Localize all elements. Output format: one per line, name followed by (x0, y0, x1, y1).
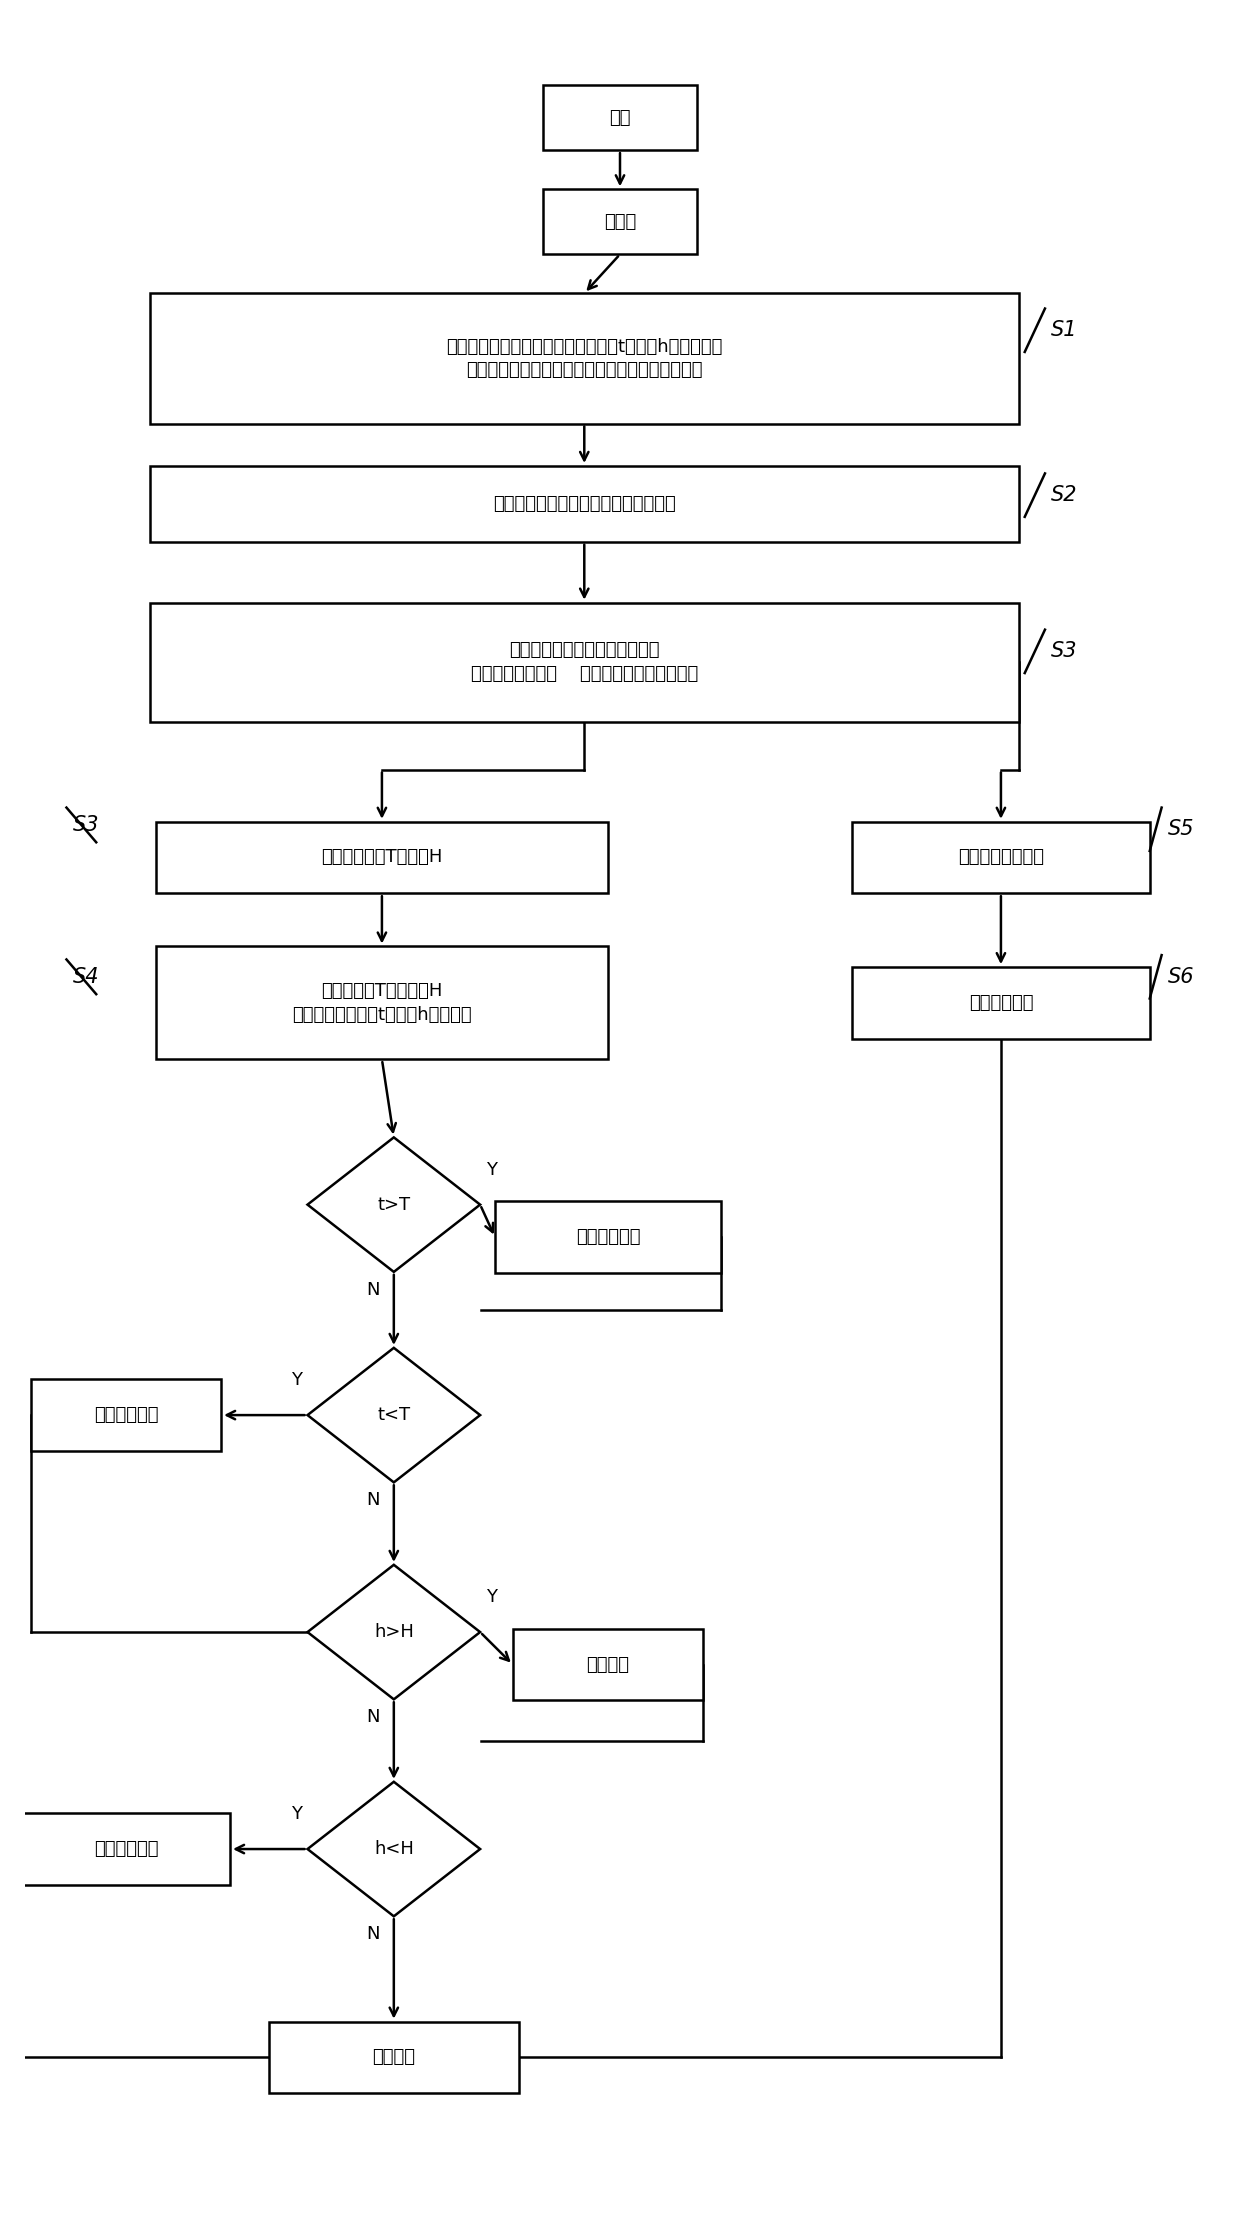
FancyBboxPatch shape (150, 602, 1019, 722)
Text: N: N (366, 1924, 379, 1944)
Text: 控制结束: 控制结束 (372, 2048, 415, 2066)
Text: h<H: h<H (374, 1840, 414, 1858)
Text: t<T: t<T (377, 1406, 410, 1424)
FancyBboxPatch shape (513, 1630, 703, 1700)
Text: 云端数据与图像识别信息相比较
确定最优人群对象    人群对象的位置数据信息: 云端数据与图像识别信息相比较 确定最优人群对象 人群对象的位置数据信息 (471, 642, 698, 682)
Text: 将最适温度T和和湿度H
与室内环境的温度t和湿度h进行判断: 将最适温度T和和湿度H 与室内环境的温度t和湿度h进行判断 (293, 983, 471, 1023)
Text: S3: S3 (1052, 642, 1078, 662)
Text: 确定最适温度T和湿度H: 确定最适温度T和湿度H (321, 848, 443, 866)
Text: 喷雾加湿调节: 喷雾加湿调节 (94, 1840, 159, 1858)
Text: S2: S2 (1052, 485, 1078, 505)
Text: Y: Y (486, 1160, 497, 1178)
Text: t>T: t>T (377, 1196, 410, 1213)
Text: 初始化: 初始化 (604, 213, 636, 230)
Polygon shape (308, 1348, 480, 1483)
Text: Y: Y (486, 1587, 497, 1605)
Text: 加热升温调节: 加热升温调节 (94, 1406, 159, 1424)
FancyBboxPatch shape (156, 945, 608, 1058)
Text: S1: S1 (1052, 321, 1078, 341)
Text: Y: Y (290, 1370, 301, 1388)
FancyBboxPatch shape (543, 84, 697, 151)
FancyBboxPatch shape (269, 2021, 518, 2092)
Text: 风速降温调节: 风速降温调节 (575, 1229, 640, 1246)
Text: N: N (366, 1490, 379, 1510)
Text: S5: S5 (1168, 819, 1194, 839)
Text: N: N (366, 1707, 379, 1727)
FancyBboxPatch shape (495, 1202, 722, 1273)
Text: 抜湿调节: 抜湿调节 (587, 1656, 630, 1674)
Text: 确定摄像转向范围: 确定摄像转向范围 (959, 848, 1044, 866)
Text: S6: S6 (1168, 968, 1194, 987)
FancyBboxPatch shape (543, 188, 697, 255)
Polygon shape (308, 1782, 480, 1917)
Text: 执行摄像转向: 执行摄像转向 (968, 994, 1033, 1012)
Text: N: N (366, 1280, 379, 1300)
FancyBboxPatch shape (156, 821, 608, 892)
FancyBboxPatch shape (852, 821, 1149, 892)
FancyBboxPatch shape (31, 1379, 221, 1450)
Text: S4: S4 (72, 968, 99, 987)
FancyBboxPatch shape (852, 968, 1149, 1038)
Text: h>H: h>H (374, 1623, 414, 1641)
Text: S3: S3 (72, 815, 99, 835)
Polygon shape (308, 1565, 480, 1700)
Text: 将图像识别信息同步上传至云端服务器: 将图像识别信息同步上传至云端服务器 (494, 494, 676, 514)
FancyBboxPatch shape (150, 292, 1019, 423)
Polygon shape (308, 1138, 480, 1271)
FancyBboxPatch shape (22, 1813, 231, 1884)
Text: 开始: 开始 (609, 108, 631, 126)
Text: Y: Y (290, 1804, 301, 1822)
FancyBboxPatch shape (150, 465, 1019, 542)
Text: 接收温湿传感器采集室内环境的温度t和湿度h的数据信息
以及摄像单元采集室内环境的人群的图像识别信息: 接收温湿传感器采集室内环境的温度t和湿度h的数据信息 以及摄像单元采集室内环境的… (446, 339, 723, 379)
